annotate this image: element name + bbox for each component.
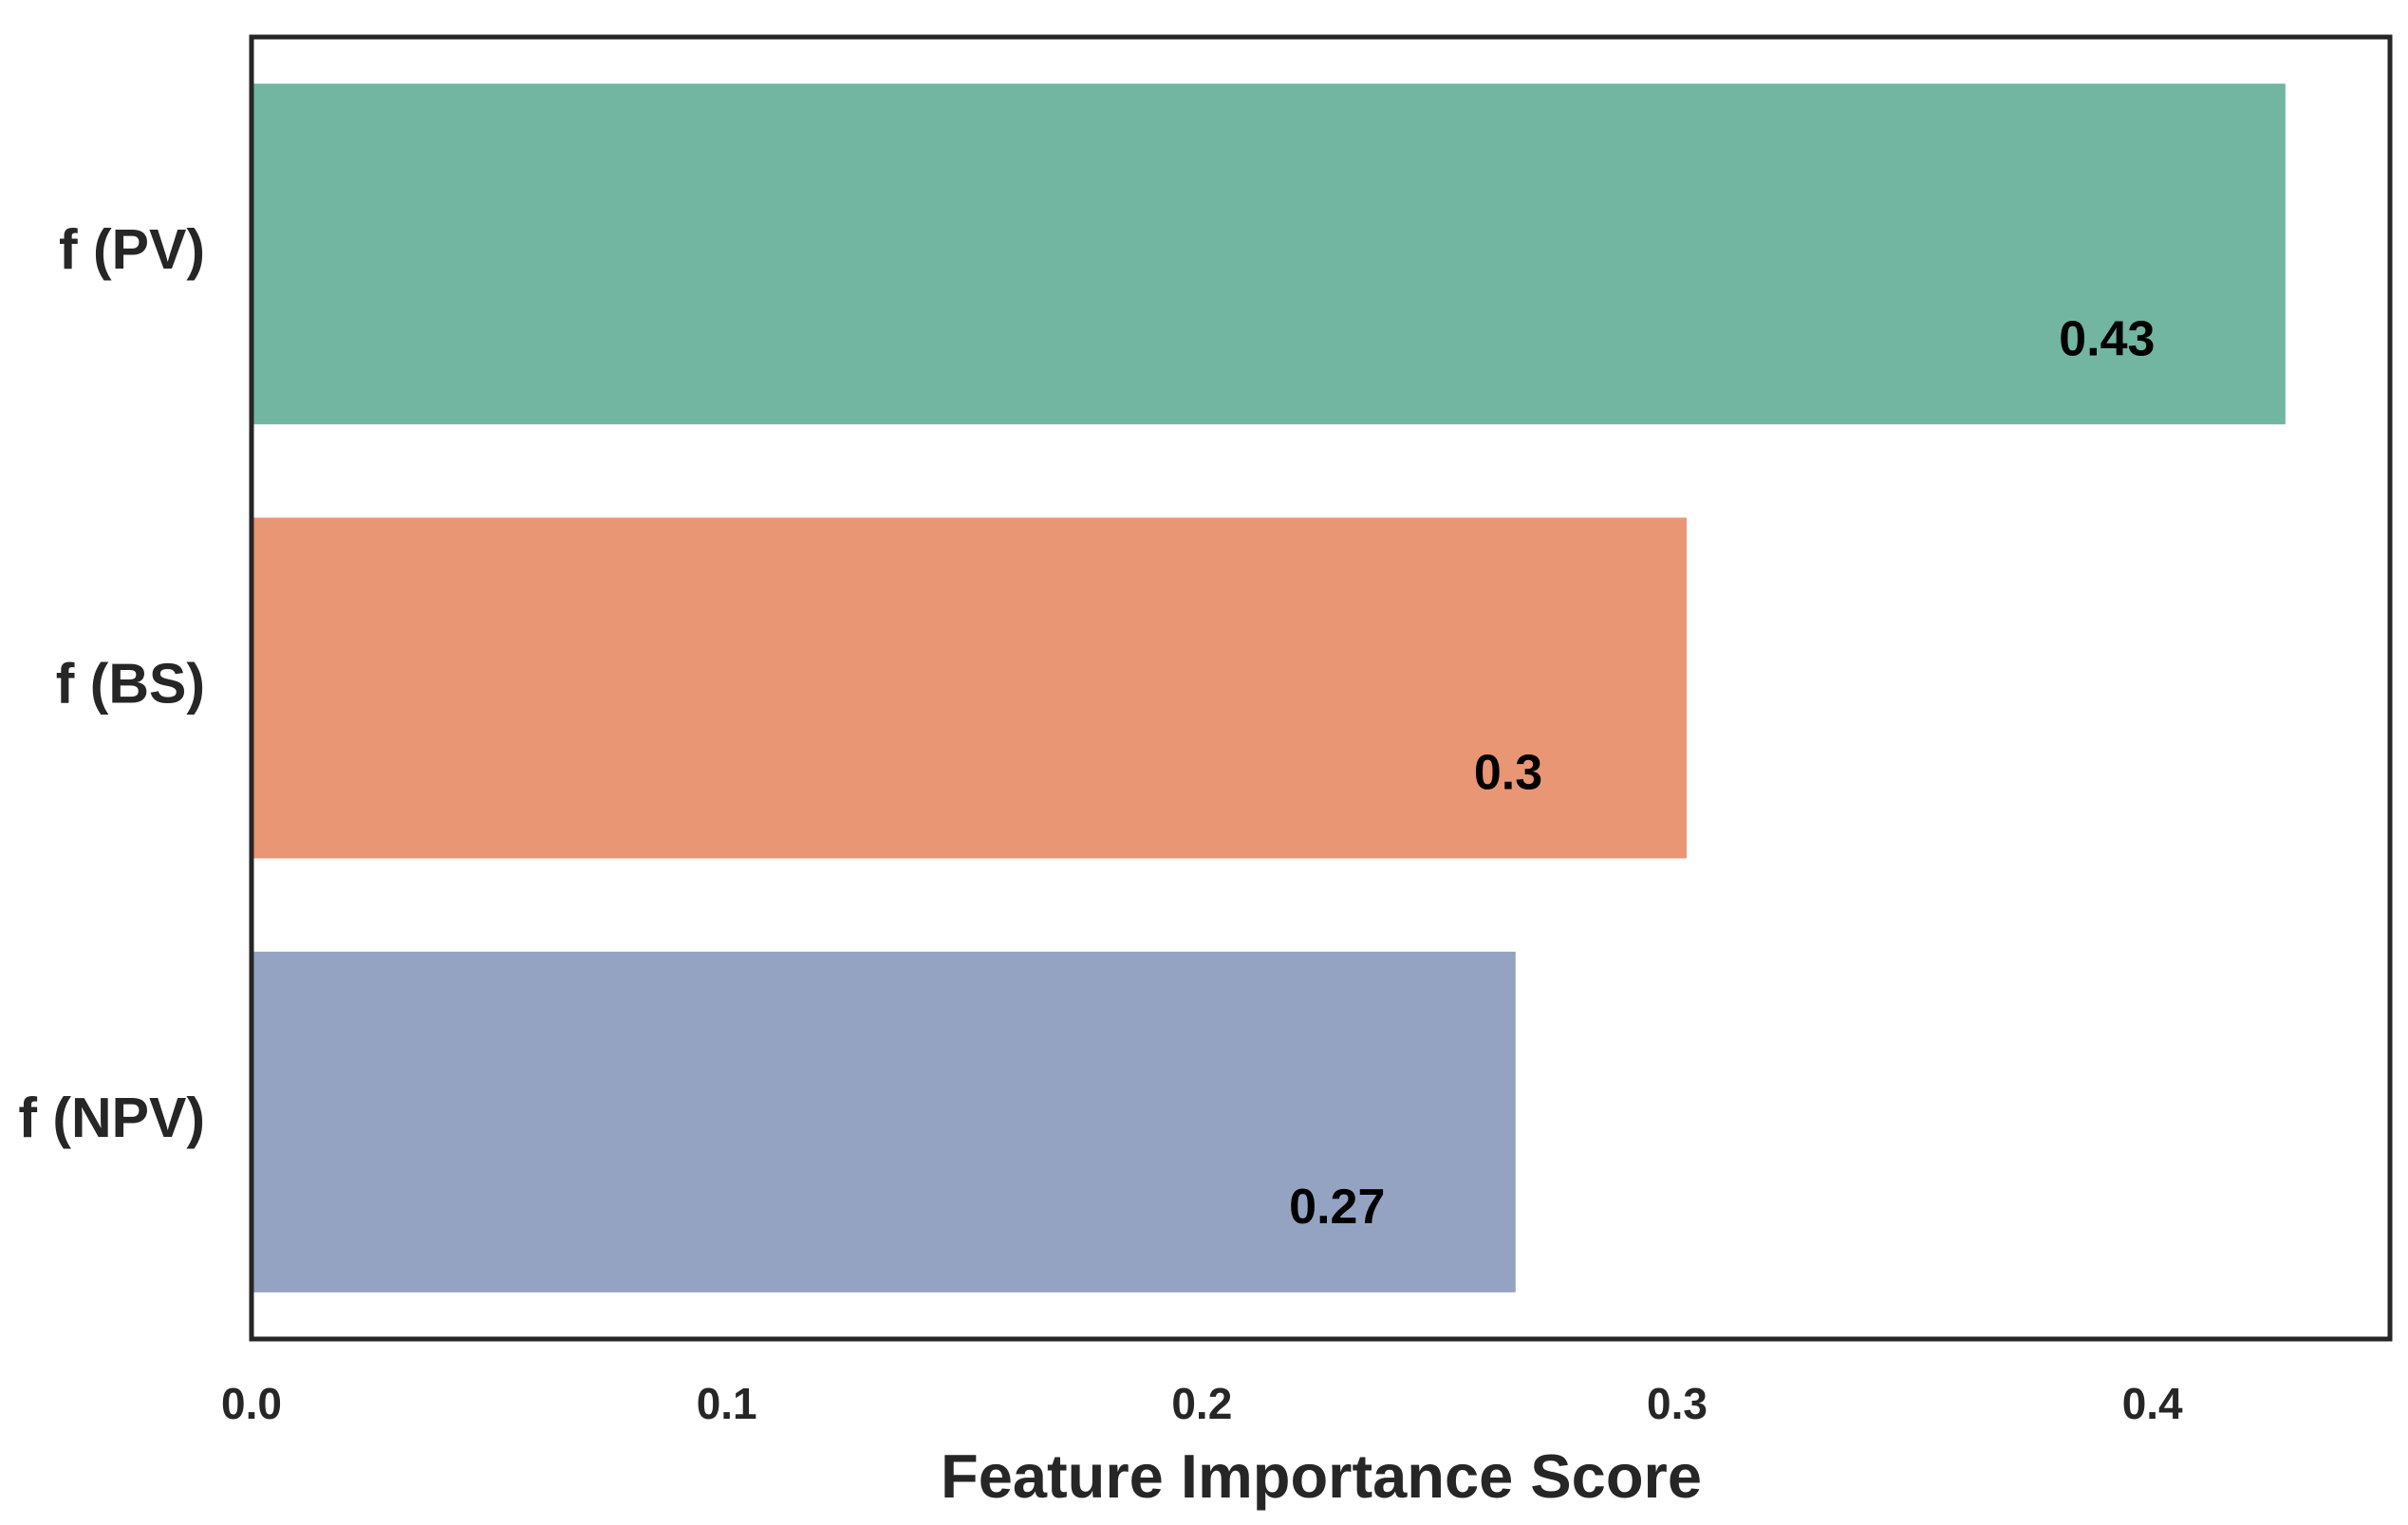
x-tick-label: 0.2 <box>1171 1379 1232 1428</box>
plot-frame <box>249 34 2393 1342</box>
x-tick-label: 0.3 <box>1647 1379 1708 1428</box>
y-tick-label: f (BS) <box>56 653 205 716</box>
x-tick-label: 0.4 <box>2122 1379 2183 1428</box>
bar <box>252 84 2286 425</box>
value-label: 0.3 <box>1474 746 1542 801</box>
x-axis-label: Feature Importance Score <box>941 1441 1702 1511</box>
x-tick-label: 0.1 <box>697 1379 757 1428</box>
bar <box>252 951 1516 1293</box>
y-tick-label: f (PV) <box>59 218 205 281</box>
x-tick-label: 0.0 <box>221 1379 282 1428</box>
y-tick-label: f (NPV) <box>18 1087 205 1149</box>
value-label: 0.43 <box>2059 311 2155 366</box>
value-label: 0.27 <box>1289 1180 1385 1235</box>
bar <box>252 517 1688 859</box>
